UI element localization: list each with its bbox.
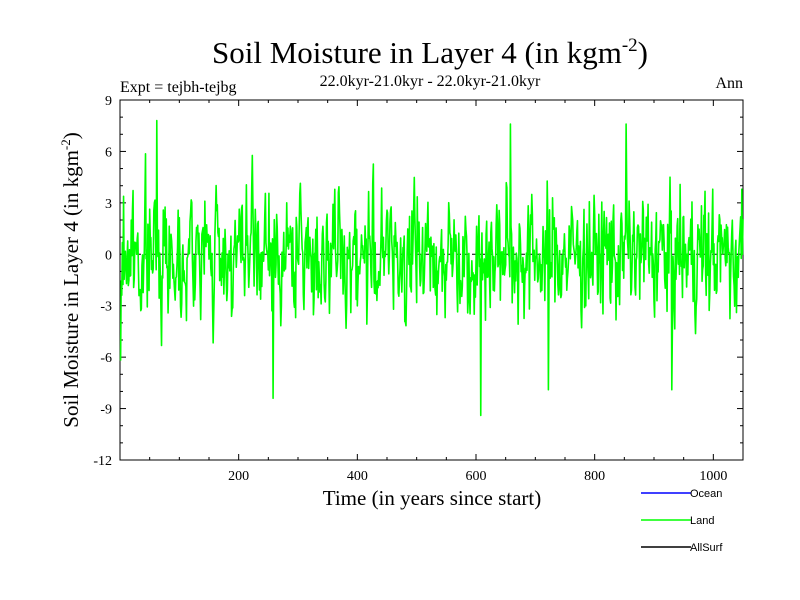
x-tick-label: 800 [584, 469, 605, 484]
x-tick-label: 1000 [699, 469, 727, 484]
legend-label-ocean: Ocean [690, 488, 722, 500]
legend: Ocean Land AllSurf [641, 488, 723, 554]
y-axis-label: Soil Moisture in Layer 4 (in kgm-2) [58, 132, 83, 427]
x-tick-label: 400 [347, 469, 368, 484]
legend-label-allsurf: AllSurf [690, 542, 723, 554]
x-tick-label: 600 [466, 469, 487, 484]
y-tick-label: -9 [100, 403, 112, 418]
y-tick-label: 9 [105, 94, 112, 109]
y-tick-label: 6 [105, 145, 112, 160]
y-tick-label: -3 [100, 300, 112, 315]
y-tick-label: -6 [100, 351, 112, 366]
y-tick-label: -12 [93, 454, 112, 469]
x-axis-ticks: 200 400 600 800 1000 [149, 100, 727, 484]
period-label: Ann [715, 75, 743, 92]
y-tick-label: 0 [105, 248, 112, 263]
y-axis-ticks: 9 6 3 0 -3 -6 -9 -12 [93, 94, 743, 469]
x-tick-label: 200 [228, 469, 249, 484]
expt-label: Expt = tejbh-tejbg [120, 79, 237, 96]
legend-label-land: Land [690, 515, 714, 527]
series-line-land [119, 119, 744, 417]
x-axis-label: Time (in years since start) [323, 486, 542, 510]
chart-subtitle: 22.0kyr-21.0kyr - 22.0kyr-21.0kyr [320, 73, 541, 90]
plot-frame [119, 99, 744, 461]
y-tick-label: 3 [105, 197, 112, 212]
chart-title: Soil Moisture in Layer 4 (in kgm-2) [212, 35, 648, 70]
